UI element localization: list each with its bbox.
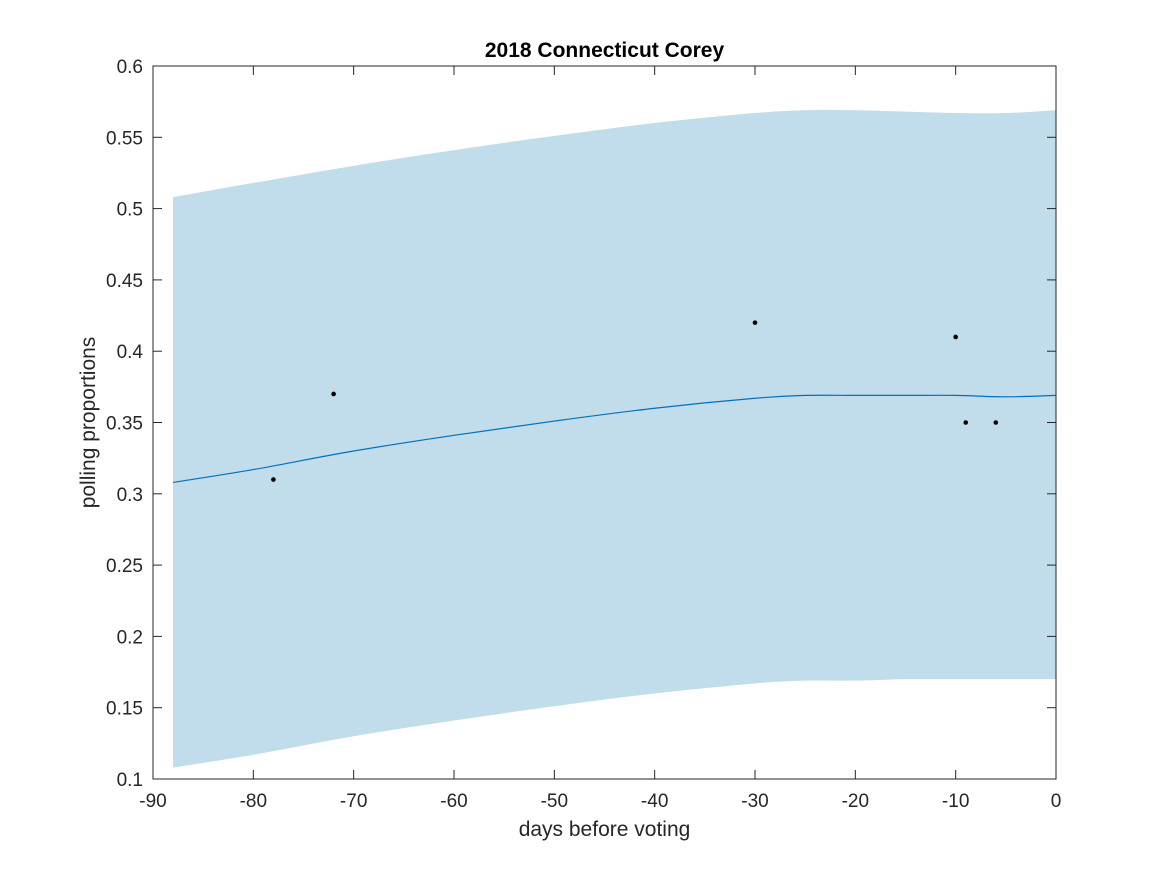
- x-tick-label: -30: [741, 791, 768, 812]
- poll-point: [752, 320, 758, 325]
- y-tick-label: 0.6: [117, 57, 143, 78]
- x-tick-label: -80: [240, 791, 267, 812]
- poll-point: [963, 420, 968, 425]
- confidence-band: [173, 109, 1056, 768]
- x-tick-label: -60: [440, 791, 467, 812]
- y-tick-label: 0.5: [117, 200, 143, 221]
- x-tick-label: -40: [641, 791, 668, 812]
- x-tick-label: -90: [139, 791, 166, 812]
- y-tick-label: 0.35: [106, 414, 143, 435]
- x-axis-label: days before voting: [519, 818, 691, 841]
- y-tick-label: 0.2: [117, 627, 143, 648]
- poll-point: [993, 420, 999, 425]
- trend-line: [172, 394, 1057, 483]
- y-tick-label: 0.3: [117, 485, 143, 506]
- y-tick-label: 0.4: [117, 342, 144, 363]
- x-tick-label: 0: [1051, 791, 1062, 812]
- x-tick-label: -20: [842, 791, 869, 812]
- x-tick-label: -10: [942, 791, 969, 812]
- y-tick-label: 0.15: [106, 699, 143, 720]
- y-tick-label: 0.25: [106, 556, 143, 577]
- x-tick-label: -50: [541, 791, 568, 812]
- poll-point: [271, 477, 276, 482]
- chart-title: 2018 Connecticut Corey: [485, 39, 725, 62]
- poll-point: [331, 391, 336, 397]
- y-tick-label: 0.55: [106, 128, 143, 149]
- poll-point: [953, 334, 958, 340]
- y-axis-label: polling proportions: [77, 337, 100, 509]
- y-tick-label: 0.45: [106, 271, 143, 292]
- y-tick-label: 0.1: [117, 770, 143, 791]
- x-tick-label: -70: [340, 791, 367, 812]
